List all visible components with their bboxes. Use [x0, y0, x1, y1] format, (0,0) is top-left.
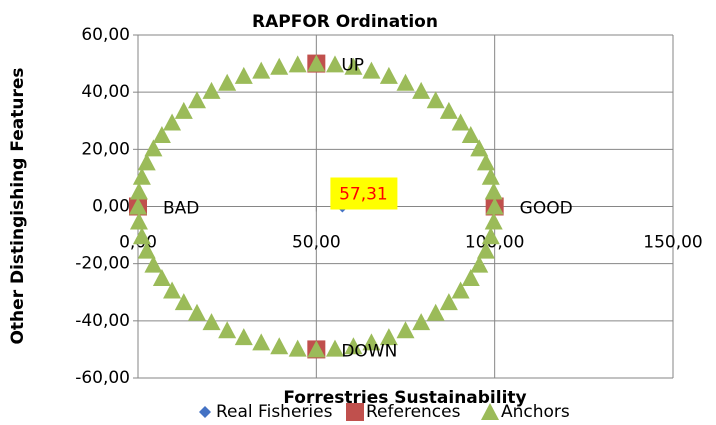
point — [439, 101, 458, 119]
point — [144, 139, 163, 157]
point — [396, 73, 415, 91]
point — [426, 303, 445, 321]
point — [439, 293, 458, 311]
y-tick-label: -20,00 — [75, 254, 130, 274]
legend-marker — [481, 403, 499, 420]
point — [163, 281, 182, 299]
point — [325, 55, 344, 73]
point — [132, 167, 151, 185]
point — [344, 57, 363, 75]
point — [202, 313, 221, 331]
y-tick-label: 40,00 — [81, 82, 130, 102]
point — [461, 126, 480, 144]
point — [129, 182, 148, 200]
point-label: UP — [341, 56, 364, 76]
point — [470, 255, 489, 273]
point — [476, 153, 495, 171]
point — [362, 61, 381, 79]
point — [379, 328, 398, 346]
point — [252, 61, 271, 79]
point — [461, 268, 480, 286]
point — [144, 255, 163, 273]
legend-marker — [199, 406, 211, 418]
point — [362, 333, 381, 351]
y-axis-label: Other Distingishing Features — [8, 67, 28, 344]
y-tick-label: -40,00 — [75, 311, 130, 331]
x-axis-label: Forrestries Sustainability — [283, 388, 526, 408]
point — [137, 241, 156, 259]
point — [234, 328, 253, 346]
chart-title: RAPFOR Ordination — [252, 12, 438, 32]
point — [270, 57, 289, 75]
point — [470, 139, 489, 157]
point — [412, 81, 431, 99]
point — [218, 321, 237, 339]
point — [187, 303, 206, 321]
y-tick-label: 20,00 — [81, 139, 130, 159]
y-tick-label: 0,00 — [92, 197, 130, 217]
point — [344, 337, 363, 355]
point — [484, 182, 503, 200]
point — [485, 197, 504, 215]
point — [202, 81, 221, 99]
x-tick-label: 150,00 — [643, 233, 702, 253]
point — [288, 55, 307, 73]
point — [234, 66, 253, 84]
legend-marker — [346, 403, 364, 421]
point — [174, 101, 193, 119]
point — [152, 126, 171, 144]
point — [129, 197, 147, 215]
point — [451, 113, 470, 131]
point — [325, 339, 344, 357]
point — [484, 212, 503, 230]
legend-label: Anchors — [501, 402, 570, 422]
point — [307, 340, 326, 358]
point — [132, 227, 151, 245]
point — [412, 313, 431, 331]
point — [129, 212, 148, 230]
point-label: BAD — [163, 199, 199, 219]
data-label: 57,31 — [339, 185, 388, 205]
point — [152, 268, 171, 286]
y-tick-label: 60,00 — [81, 25, 130, 45]
data-label-box — [330, 177, 398, 210]
point — [252, 333, 271, 351]
legend-label: Real Fisheries — [216, 402, 333, 422]
point — [481, 167, 500, 185]
x-tick-label: 50,00 — [292, 233, 341, 253]
point — [270, 337, 289, 355]
point — [174, 293, 193, 311]
point — [451, 281, 470, 299]
point — [481, 227, 500, 245]
point — [426, 91, 445, 109]
point — [218, 73, 237, 91]
point — [137, 153, 156, 171]
point — [187, 91, 206, 109]
y-tick-label: -60,00 — [75, 368, 130, 388]
point — [379, 66, 398, 84]
point — [288, 339, 307, 357]
point — [163, 113, 182, 131]
point-label: DOWN — [341, 341, 397, 361]
point — [476, 241, 495, 259]
point — [396, 321, 415, 339]
legend-label: References — [366, 402, 461, 422]
point-label: GOOD — [520, 199, 573, 219]
point — [307, 54, 326, 72]
